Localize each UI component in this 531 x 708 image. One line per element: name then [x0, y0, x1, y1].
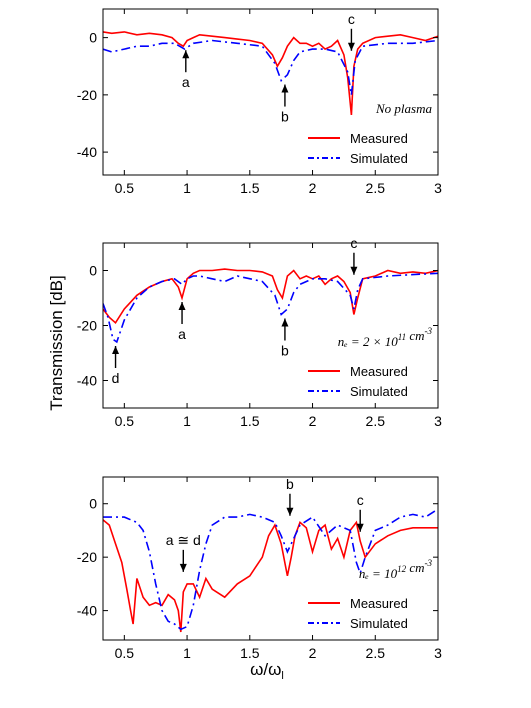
y-tick-label: 0: [89, 30, 97, 46]
series-measured-line: [103, 31, 438, 115]
x-tick-label: 3: [434, 180, 442, 196]
x-tick-label: 2.5: [366, 180, 386, 196]
annotation-label-c: c: [357, 492, 364, 508]
x-tick-label: 2.5: [366, 413, 386, 429]
series-simulated-line: [103, 39, 438, 96]
annotation-arrow-head: [178, 302, 186, 310]
annotation-label-c: c: [350, 235, 357, 251]
annotation-label-a: a: [182, 74, 190, 90]
annotation-label-c: c: [348, 11, 355, 27]
annotation-label-b: b: [286, 476, 294, 492]
legend-label-simulated: Simulated: [350, 384, 408, 399]
x-tick-label: 2.5: [366, 645, 386, 661]
y-tick-label: 0: [89, 496, 97, 512]
annotation-arrow-head: [356, 523, 364, 532]
x-tick-label: 1: [183, 413, 191, 429]
legend-label-simulated: Simulated: [350, 616, 408, 631]
x-tick-label: 1.5: [240, 413, 260, 429]
x-tick-label: 2: [309, 645, 317, 661]
condition-label: nₑ = 1012 cm-3: [359, 558, 433, 581]
annotation-arrow-head: [350, 266, 358, 275]
y-tick-label: -40: [77, 144, 97, 160]
annotation-arrow-head: [286, 507, 294, 516]
x-tick-label: 2: [309, 180, 317, 196]
y-tick-label: -20: [77, 549, 97, 565]
annotation-arrow-head: [281, 318, 289, 327]
annotation-arrow-head: [112, 346, 120, 354]
y-tick-label: 0: [89, 263, 97, 279]
x-axis-title-main: ω/ω: [250, 660, 281, 679]
series-simulated-line: [103, 272, 438, 344]
annotation-arrow-head: [179, 563, 187, 572]
series-simulated-line: [103, 508, 438, 631]
condition-label: nₑ = 2 × 1011 cm-3: [338, 326, 433, 349]
legend-label-measured: Measured: [350, 364, 408, 379]
series-measured-line: [103, 268, 438, 325]
annotation-label-b: b: [281, 343, 289, 359]
x-tick-label: 0.5: [115, 645, 135, 661]
annotation-arrow-head: [182, 50, 190, 59]
plot-frame: [102, 8, 439, 176]
y-tick-label: -20: [77, 87, 97, 103]
annotation-label-a: a: [178, 326, 186, 342]
panel-density-2e11: 0.5 1 1.5 2 2.5 3 0 -20 -40 a b c d nₑ = 2 × 1011 cm-…: [77, 235, 442, 429]
annotation-label-d: d: [112, 370, 120, 386]
annotation-arrow-head: [281, 84, 289, 93]
panel-density-1e12: 0.5 1 1.5 2 2.5 3 0 -20 -40 a ≅ d b c nₑ = 1012 cm-3…: [77, 476, 442, 661]
x-tick-label: 3: [434, 413, 442, 429]
x-tick-label: 1: [183, 645, 191, 661]
plot-frame: [102, 476, 439, 641]
legend-label-simulated: Simulated: [350, 151, 408, 166]
y-tick-label: -40: [77, 603, 97, 619]
panel-no-plasma: 0.5 1 1.5 2 2.5 3 0 -20 -40 a b c No plasma Measured S…: [77, 8, 442, 196]
y-axis-title: Transmission [dB]: [47, 275, 66, 410]
x-axis-title: ω/ωl: [250, 660, 284, 682]
annotation-label-b: b: [281, 109, 289, 125]
x-tick-label: 0.5: [115, 413, 135, 429]
x-axis-title-sub: l: [281, 670, 283, 682]
x-tick-label: 1: [183, 180, 191, 196]
condition-label: No plasma: [375, 101, 432, 116]
series-measured-line: [103, 519, 438, 633]
x-tick-label: 0.5: [115, 180, 135, 196]
x-tick-label: 3: [434, 645, 442, 661]
x-tick-label: 2: [309, 413, 317, 429]
legend-label-measured: Measured: [350, 596, 408, 611]
x-tick-label: 1.5: [240, 645, 260, 661]
legend-label-measured: Measured: [350, 131, 408, 146]
annotation-arrow-head: [347, 42, 355, 51]
y-tick-label: -40: [77, 373, 97, 389]
annotation-label-ad: a ≅ d: [166, 532, 201, 548]
y-tick-label: -20: [77, 318, 97, 334]
x-tick-label: 1.5: [240, 180, 260, 196]
